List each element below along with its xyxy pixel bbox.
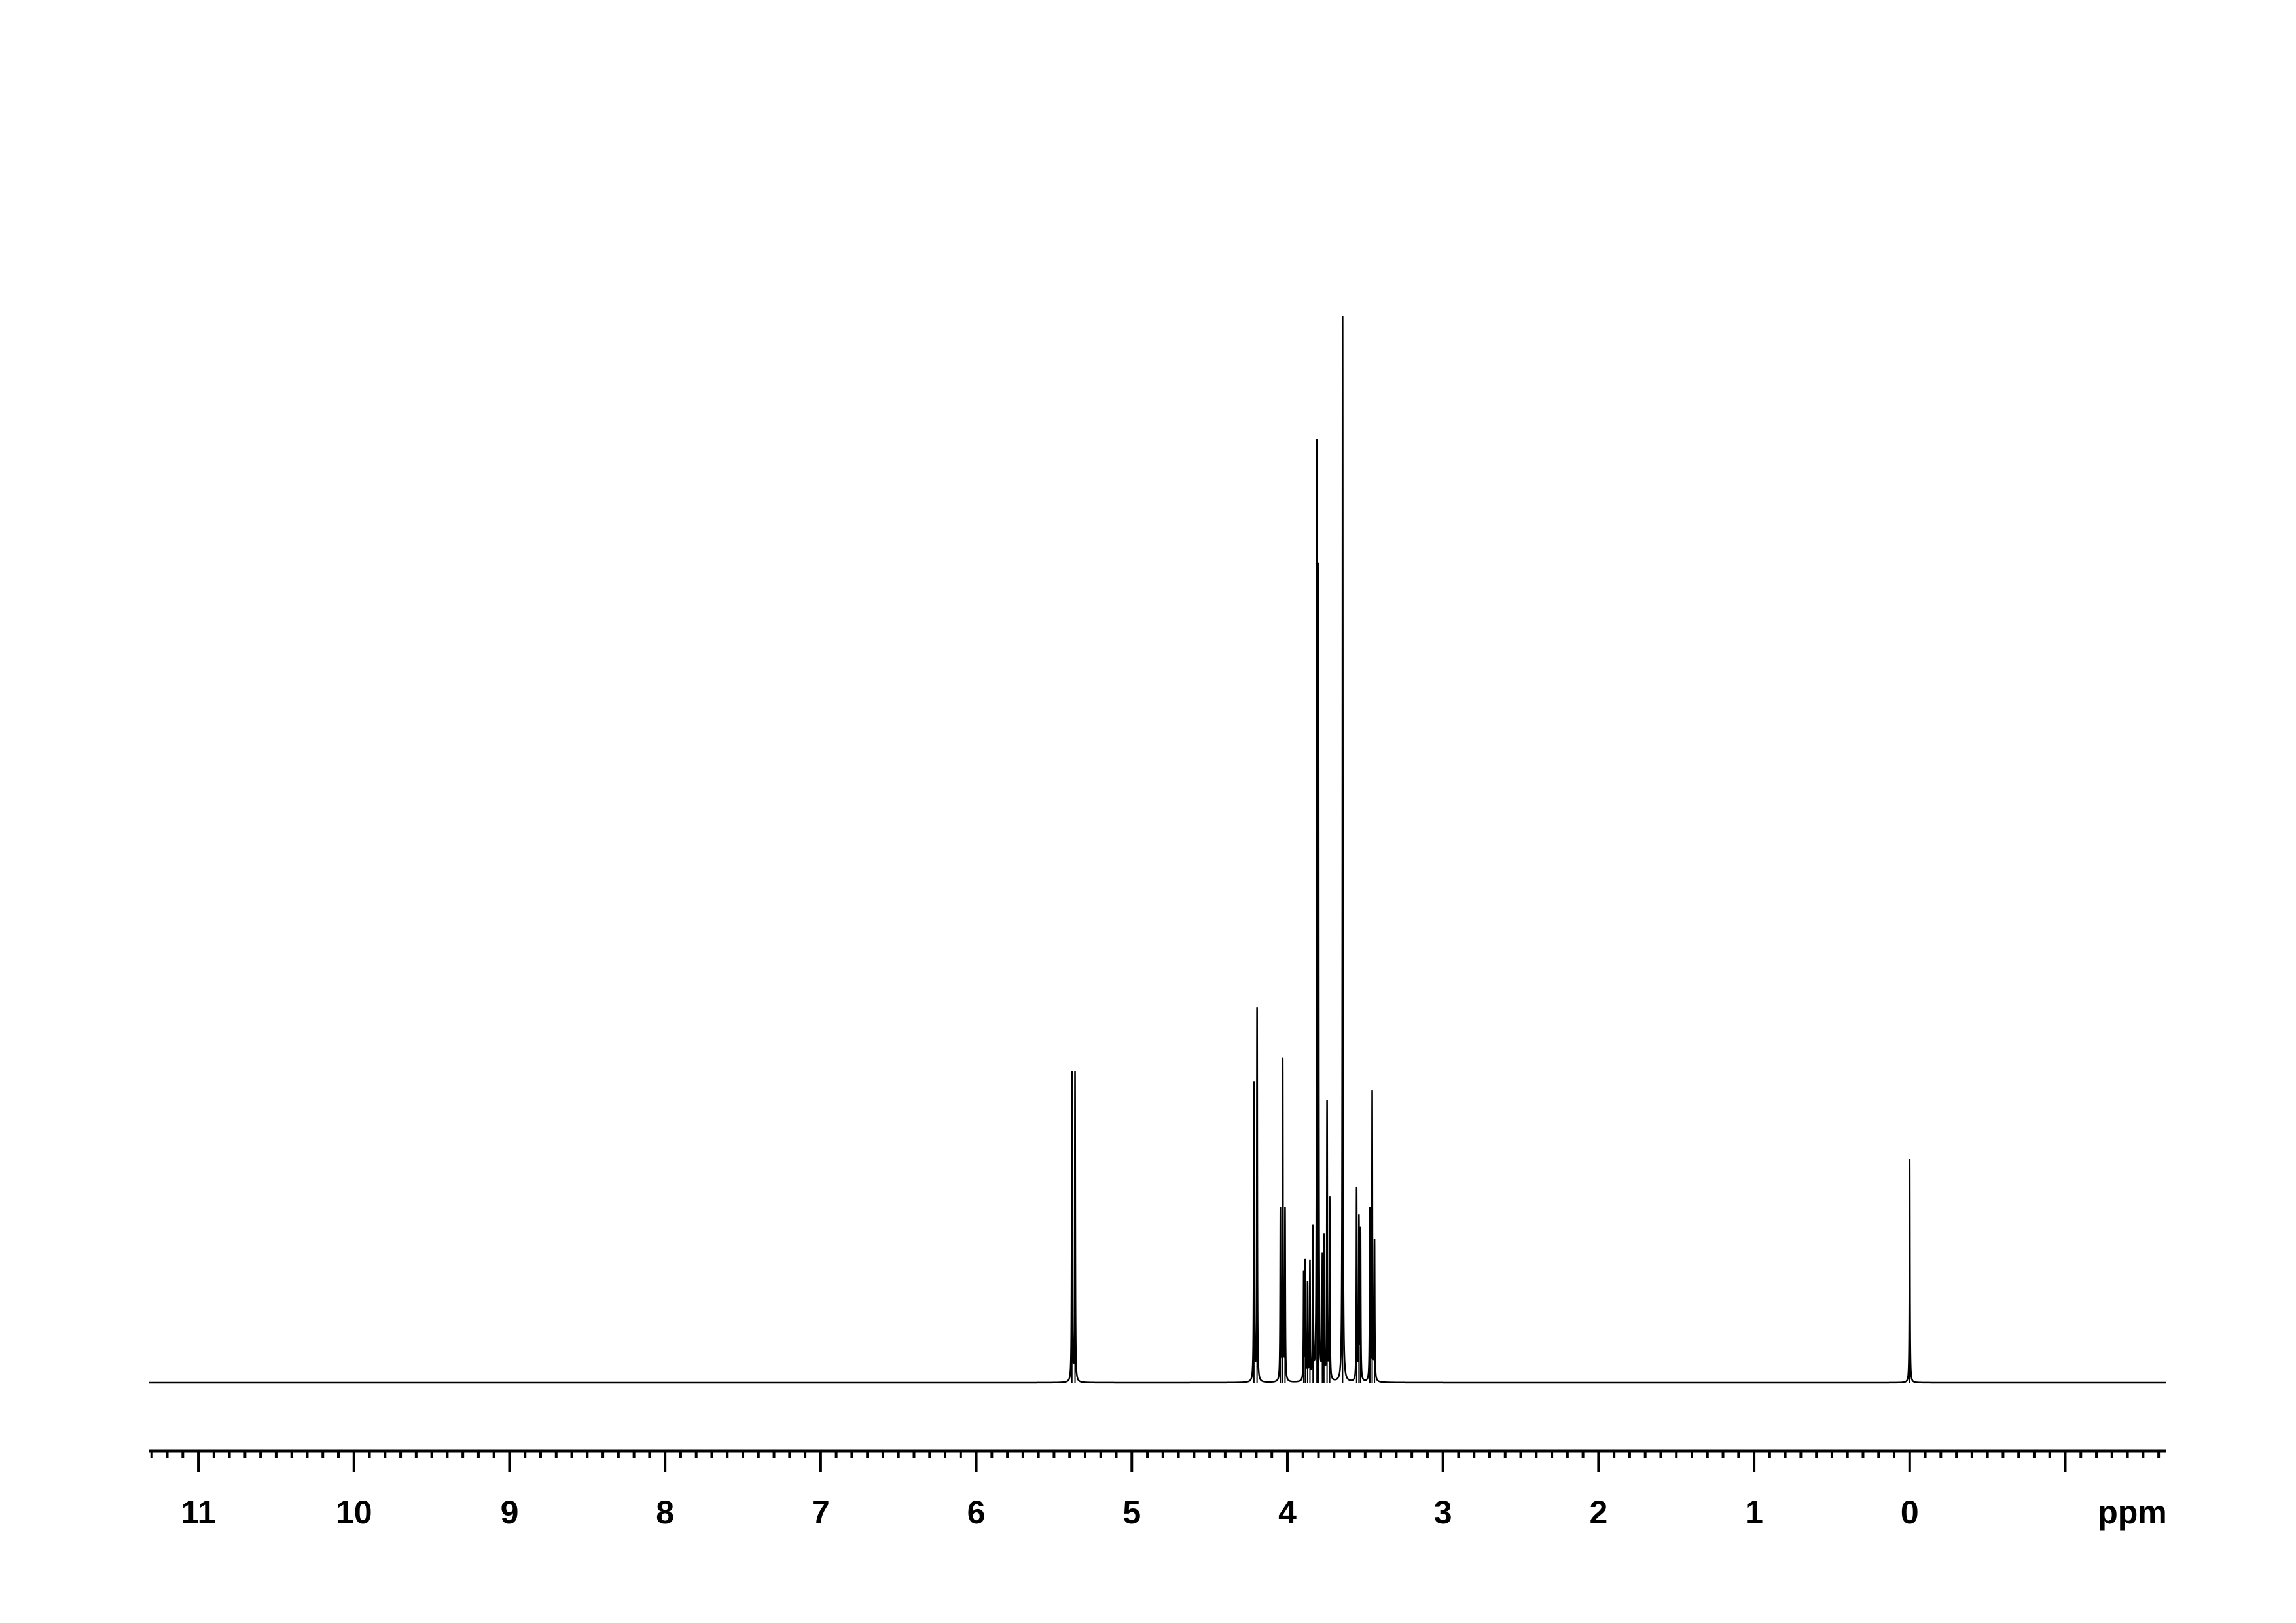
x-tick-label: 0 [1901,1494,1919,1531]
x-axis-ticks [150,1451,2161,1472]
x-tick-label: 10 [336,1494,372,1531]
x-tick-label: 1 [1745,1494,1763,1531]
x-tick-label: 9 [501,1494,519,1531]
x-tick-label: 7 [812,1494,830,1531]
x-tick-label: 2 [1589,1494,1607,1531]
x-tick-label: 4 [1278,1494,1297,1531]
x-tick-label: 6 [967,1494,986,1531]
x-tick-label: 5 [1122,1494,1141,1531]
spectrum [149,316,2166,1384]
x-tick-label: 11 [181,1494,216,1531]
x-axis-label: ppm [2098,1494,2167,1531]
x-axis-tick-labels: 11 10 9 8 7 6 5 4 3 2 1 0 [181,1494,1919,1531]
x-tick-label: 8 [656,1494,674,1531]
x-axis: 11 10 9 8 7 6 5 4 3 2 1 0 ppm [149,1449,2167,1531]
spectrum-line [149,316,2166,1384]
x-tick-label: 3 [1434,1494,1452,1531]
